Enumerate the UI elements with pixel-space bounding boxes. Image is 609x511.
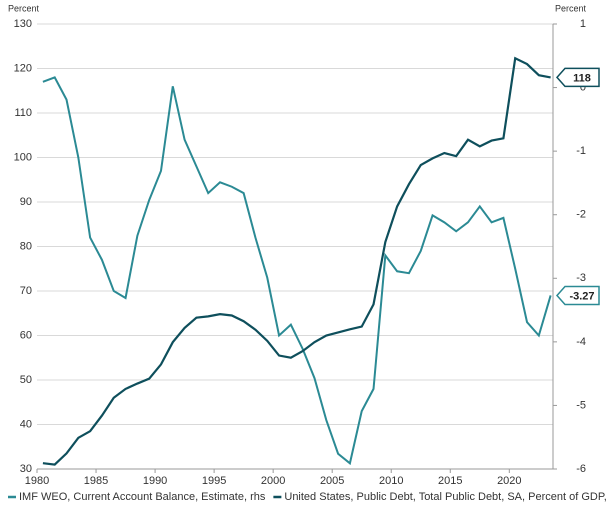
legend-label: United States, Public Debt, Total Public… <box>284 491 609 503</box>
series-line <box>42 56 551 466</box>
x-tick-label: 1990 <box>143 475 167 487</box>
y2-tick-label: 0 <box>580 81 586 93</box>
legend-label: IMF WEO, Current Account Balance, Estima… <box>19 491 266 503</box>
x-tick-label: 2015 <box>438 475 462 487</box>
end-label: -3.27 <box>555 285 600 306</box>
end-label-box <box>555 285 600 306</box>
y2-tick-label: -4 <box>576 336 586 348</box>
x-tick-label: 1995 <box>202 475 226 487</box>
y2-tick-label: -2 <box>576 209 586 221</box>
y2-tick-label: 1 <box>580 18 586 30</box>
y-tick-label: 130 <box>14 18 32 30</box>
x-tick-label: 2010 <box>379 475 403 487</box>
end-label-text: -3.27 <box>569 290 594 302</box>
y2-axis-label: Percent <box>555 3 587 13</box>
y2-tick-label: -3 <box>576 272 586 284</box>
end-label-box <box>555 67 600 88</box>
y-tick-label: 50 <box>20 374 32 386</box>
y-tick-label: 90 <box>20 196 32 208</box>
x-tick-label: 2000 <box>261 475 285 487</box>
y-tick-label: 70 <box>20 285 32 297</box>
y-tick-label: 40 <box>20 418 32 430</box>
x-tick-label: 2020 <box>497 475 521 487</box>
end-label-text: 118 <box>573 72 591 84</box>
y-tick-label: 100 <box>14 151 32 163</box>
y-axis-label: Percent <box>8 3 40 13</box>
end-label: 118 <box>555 67 600 88</box>
y-tick-label: 80 <box>20 240 32 252</box>
y2-tick-label: -1 <box>576 145 586 157</box>
x-tick-label: 2005 <box>320 475 344 487</box>
y2-tick-label: -5 <box>576 399 586 411</box>
y-tick-label: 30 <box>20 463 32 475</box>
y-tick-label: 110 <box>14 107 32 119</box>
x-tick-label: 1980 <box>25 475 49 487</box>
series-line <box>42 76 552 466</box>
y-tick-label: 120 <box>14 62 32 74</box>
y2-tick-label: -6 <box>576 463 586 475</box>
x-tick-label: 1985 <box>84 475 108 487</box>
y-tick-label: 60 <box>20 329 32 341</box>
